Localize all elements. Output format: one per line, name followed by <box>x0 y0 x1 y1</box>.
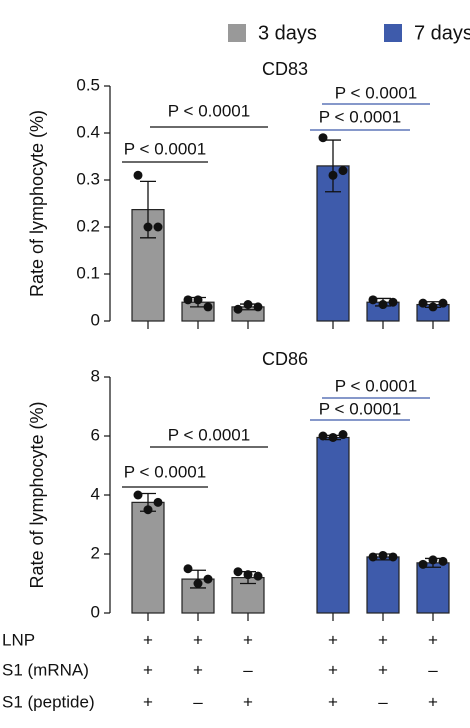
significance-label: P < 0.0001 <box>335 83 417 102</box>
condition-mark: + <box>143 630 153 649</box>
condition-mark: + <box>328 660 338 679</box>
bar <box>316 436 350 614</box>
data-point <box>388 552 398 562</box>
condition-mark: – <box>193 692 203 711</box>
data-point <box>338 166 348 176</box>
data-point <box>183 564 193 574</box>
data-point <box>203 302 213 312</box>
condition-label: LNP <box>2 630 35 649</box>
data-point <box>243 300 253 310</box>
condition-mark: + <box>428 630 438 649</box>
data-point <box>153 497 163 507</box>
data-point <box>328 432 338 442</box>
data-point <box>328 170 338 180</box>
legend-label: 3 days <box>258 22 317 44</box>
condition-mark: – <box>243 660 253 679</box>
data-point <box>153 222 163 232</box>
condition-mark: + <box>378 630 388 649</box>
y-tick-label: 0 <box>91 310 100 329</box>
y-tick-label: 4 <box>91 484 100 503</box>
y-tick-label: 0 <box>91 602 100 621</box>
data-point <box>193 295 203 305</box>
data-point <box>418 559 428 569</box>
data-point <box>193 579 203 588</box>
data-point <box>133 170 143 180</box>
error-bar <box>325 139 341 193</box>
chart-title: CD86 <box>262 349 308 369</box>
condition-mark: – <box>378 692 388 711</box>
y-tick-label: 2 <box>91 543 100 562</box>
data-point <box>378 300 388 310</box>
significance-label: P < 0.0001 <box>168 425 250 444</box>
data-point <box>243 570 253 580</box>
data-point <box>438 556 448 566</box>
legend-swatch <box>228 24 246 42</box>
data-point <box>438 298 448 308</box>
condition-mark: + <box>143 692 153 711</box>
data-point <box>428 302 438 312</box>
chart-title: CD83 <box>262 59 308 79</box>
y-tick-label: 6 <box>91 425 100 444</box>
significance-label: P < 0.0001 <box>319 107 401 126</box>
condition-mark: + <box>243 692 253 711</box>
data-point <box>143 222 153 232</box>
data-point <box>183 295 193 305</box>
significance-label: P < 0.0001 <box>124 462 206 481</box>
data-point <box>338 430 348 440</box>
y-tick-label: 8 <box>91 366 100 385</box>
data-point <box>318 133 328 143</box>
legend-swatch <box>384 24 402 42</box>
data-point <box>143 505 153 515</box>
condition-mark: + <box>243 630 253 649</box>
data-point <box>318 431 328 441</box>
condition-label: S1 (mRNA) <box>2 660 89 679</box>
significance-label: P < 0.0001 <box>124 139 206 158</box>
data-point <box>253 302 263 312</box>
y-tick-label: 0.5 <box>76 75 100 94</box>
y-tick-label: 0.3 <box>76 169 100 188</box>
data-point <box>418 298 428 308</box>
data-point <box>388 297 398 307</box>
data-point <box>203 574 213 584</box>
data-point <box>428 555 438 565</box>
y-tick-label: 0.1 <box>76 263 100 282</box>
condition-mark: + <box>193 660 203 679</box>
y-tick-label: 0.4 <box>76 122 100 141</box>
condition-mark: + <box>328 630 338 649</box>
condition-mark: + <box>193 630 203 649</box>
y-axis-label: Rate of lymphocyte (%) <box>27 401 47 588</box>
y-tick-label: 0.2 <box>76 216 100 235</box>
data-point <box>133 490 143 500</box>
y-axis-label: Rate of lymphocyte (%) <box>27 110 47 297</box>
condition-mark: + <box>428 692 438 711</box>
condition-mark: + <box>328 692 338 711</box>
data-point <box>233 304 243 314</box>
condition-label: S1 (peptide) <box>2 692 95 711</box>
data-point <box>368 552 378 562</box>
data-point <box>378 550 388 560</box>
condition-mark: + <box>143 660 153 679</box>
bar <box>131 501 165 614</box>
significance-label: P < 0.0001 <box>335 376 417 395</box>
condition-mark: – <box>428 660 438 679</box>
condition-mark: + <box>378 660 388 679</box>
data-point <box>233 567 243 577</box>
significance-label: P < 0.0001 <box>319 399 401 418</box>
data-point <box>368 295 378 305</box>
legend-label: 7 days <box>414 22 470 44</box>
data-point <box>253 571 263 581</box>
bar <box>416 562 450 614</box>
bar <box>366 556 400 614</box>
significance-label: P < 0.0001 <box>168 101 250 120</box>
